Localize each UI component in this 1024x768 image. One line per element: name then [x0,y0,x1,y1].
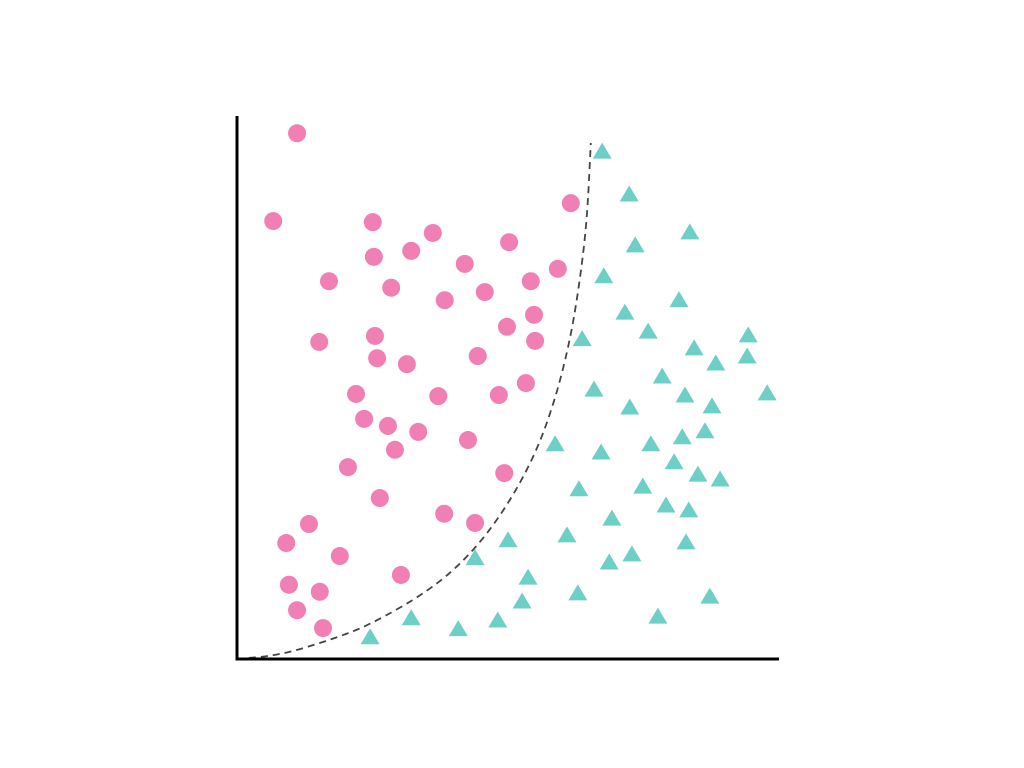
triangle-point [488,611,508,628]
triangle-point [675,386,695,403]
triangle-point [669,291,689,308]
triangle-point [591,443,611,460]
circle-point [497,317,516,336]
triangle-point [465,549,485,566]
triangle-point [757,384,777,401]
circle-point [279,575,298,594]
circle-point [435,291,454,310]
triangle-point [641,435,661,452]
circle-point [526,331,545,350]
triangle-point [599,553,619,570]
circle-point [382,278,401,297]
circle-point [370,489,389,508]
triangle-point [664,453,684,470]
triangle-point [620,398,640,415]
triangle-point [706,354,726,371]
circle-point [378,416,397,435]
circle-point [489,386,508,405]
triangle-point [569,480,589,497]
circle-point [330,547,349,566]
triangle-point [557,526,577,543]
circle-point [277,534,296,553]
triangle-point [619,185,639,202]
circle-point [363,213,382,232]
circle-point [288,601,307,620]
circle-point [310,332,329,351]
triangle-point [568,584,588,601]
triangle-point [401,609,421,626]
triangle-point [615,303,635,320]
circle-point [561,194,580,213]
circle-point [475,283,494,302]
circle-point [423,223,442,242]
triangle-point [448,620,468,637]
circle-point [310,582,329,601]
circle-point [355,409,374,428]
decision-boundary-line [236,142,592,660]
triangle-point [679,501,699,518]
triangle-point [633,477,653,494]
triangle-point [625,236,645,253]
circle-point [516,374,535,393]
circle-point [495,464,514,483]
circle-point [548,259,567,278]
triangle-point [360,628,380,645]
circle-point [435,504,454,523]
circle-point [347,384,366,403]
triangle-point [545,435,565,452]
triangle-point [676,533,696,550]
triangle-point [622,545,642,562]
triangle-point [652,367,672,384]
circle-point [365,326,384,345]
circle-point [525,305,544,324]
triangle-point [700,587,720,604]
circle-point [391,565,410,584]
circle-point [319,272,338,291]
circle-point [466,513,485,532]
triangle-point [584,380,604,397]
triangle-point [738,326,758,343]
circle-point [299,515,318,534]
triangle-point [648,607,668,624]
triangle-point [592,142,612,159]
triangle-point [498,531,518,548]
triangle-point [680,223,700,240]
circle-point [500,233,519,252]
circle-point [468,347,487,366]
triangle-point [594,267,614,284]
circle-point [338,458,357,477]
triangle-point [710,470,730,487]
triangle-point [688,465,708,482]
circle-point [368,349,387,368]
triangle-point [572,330,592,347]
triangle-point [695,422,715,439]
triangle-point [512,592,532,609]
circle-point [288,124,307,143]
circle-point [521,272,540,291]
circle-point [397,355,416,374]
circle-point [459,431,478,450]
triangle-point [672,428,692,445]
circle-point [264,212,283,231]
circle-point [409,422,428,441]
triangle-point [602,509,622,526]
circle-point [402,241,421,260]
triangle-point [638,322,658,339]
circle-point [314,619,333,638]
triangle-point [518,568,538,585]
triangle-point [684,339,704,356]
circle-point [385,440,404,459]
triangle-point [656,496,676,513]
plot-area [236,124,777,660]
circle-point [455,254,474,273]
circle-point [364,247,383,266]
triangle-point [737,347,757,364]
triangle-point [702,397,722,414]
circle-point [429,387,448,406]
